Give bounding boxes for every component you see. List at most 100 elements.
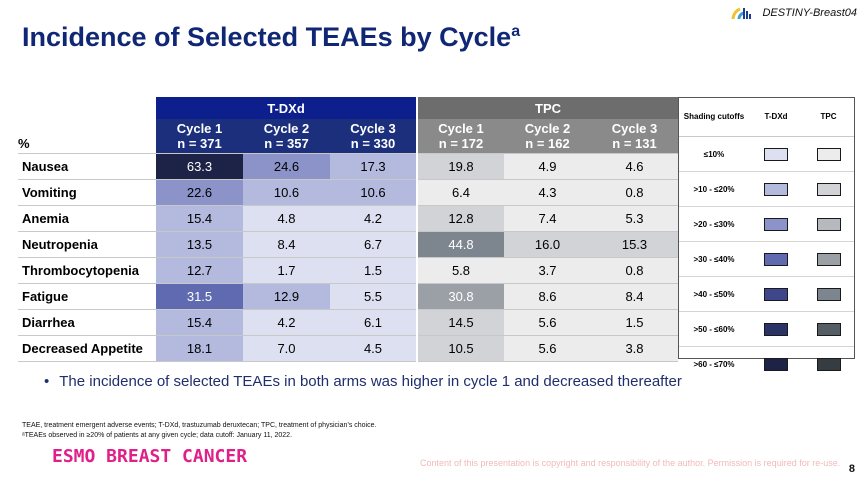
table-row: Vomiting 22.6 10.6 10.6 6.4 4.3 0.8 bbox=[18, 178, 678, 205]
legend-swatch-tdxd bbox=[764, 357, 788, 371]
value-cell: 18.1 bbox=[156, 334, 243, 362]
value-cell: 1.5 bbox=[330, 256, 417, 283]
event-name: Diarrhea bbox=[18, 308, 156, 335]
legend-row: >50 - ≤60% bbox=[679, 311, 854, 347]
value-cell: 10.6 bbox=[243, 178, 330, 205]
footnote: ᵃTEAEs observed in ≥20% of patients at a… bbox=[22, 432, 293, 439]
table-row: Diarrhea 15.4 4.2 6.1 14.5 5.6 1.5 bbox=[18, 308, 678, 335]
value-cell: 12.7 bbox=[156, 256, 243, 283]
legend-row: ≤10% bbox=[679, 136, 854, 172]
legend-row: >40 - ≤50% bbox=[679, 276, 854, 312]
brand-header: DESTINY-Breast04 bbox=[731, 4, 857, 22]
event-name: Nausea bbox=[18, 152, 156, 179]
legend-row: >10 - ≤20% bbox=[679, 171, 854, 207]
summary-bullet: • The incidence of selected TEAEs in both… bbox=[44, 373, 682, 390]
value-cell: 0.8 bbox=[591, 256, 678, 283]
event-name: Fatigue bbox=[18, 282, 156, 309]
value-cell: 44.8 bbox=[416, 230, 504, 257]
arm-header-tdxd: T-DXd bbox=[156, 97, 417, 119]
legend-header-tpc: TPC bbox=[803, 98, 854, 137]
legend-swatch-tpc bbox=[816, 287, 841, 301]
value-cell: 12.8 bbox=[416, 204, 504, 231]
event-name: Thrombocytopenia bbox=[18, 256, 156, 283]
legend-swatch-tpc bbox=[816, 217, 841, 231]
legend-swatch-tpc bbox=[816, 252, 841, 266]
legend-swatch-tpc bbox=[816, 147, 841, 161]
legend-swatch-tpc bbox=[816, 182, 841, 196]
value-cell: 8.4 bbox=[591, 282, 678, 309]
value-cell: 15.4 bbox=[156, 204, 243, 231]
footnote: TEAE, treatment emergent adverse events;… bbox=[22, 422, 377, 429]
value-cell: 6.4 bbox=[416, 178, 504, 205]
value-cell: 7.4 bbox=[504, 204, 591, 231]
event-name: Neutropenia bbox=[18, 230, 156, 257]
value-cell: 8.4 bbox=[243, 230, 330, 257]
value-cell: 8.6 bbox=[504, 282, 591, 309]
value-cell: 0.8 bbox=[591, 178, 678, 205]
arm-header-tpc: TPC bbox=[416, 97, 678, 119]
legend-swatch-tdxd bbox=[764, 322, 788, 336]
value-cell: 4.3 bbox=[504, 178, 591, 205]
legend-label: >10 - ≤20% bbox=[679, 171, 749, 207]
value-cell: 12.9 bbox=[243, 282, 330, 309]
value-cell: 22.6 bbox=[156, 178, 243, 205]
value-cell: 30.8 bbox=[416, 282, 504, 309]
table-row: Nausea 63.3 24.6 17.3 19.8 4.9 4.6 bbox=[18, 152, 678, 179]
page-number: 8 bbox=[848, 463, 855, 475]
value-cell: 4.6 bbox=[591, 152, 678, 179]
shading-legend: Shading cutoffs T-DXd TPC ≤10% >10 - ≤20%… bbox=[678, 97, 855, 371]
value-cell: 31.5 bbox=[156, 282, 243, 309]
value-cell: 5.5 bbox=[330, 282, 417, 309]
value-cell: 5.6 bbox=[504, 334, 591, 362]
event-name: Anemia bbox=[18, 204, 156, 231]
table-row: Anemia 15.4 4.8 4.2 12.8 7.4 5.3 bbox=[18, 204, 678, 231]
table-row: Decreased Appetite 18.1 7.0 4.5 10.5 5.6 3.8 bbox=[18, 334, 678, 362]
legend-row: >30 - ≤40% bbox=[679, 241, 854, 277]
value-cell: 3.7 bbox=[504, 256, 591, 283]
table-row: Thrombocytopenia 12.7 1.7 1.5 5.8 3.7 0.8 bbox=[18, 256, 678, 283]
bullet-dot-icon: • bbox=[44, 373, 50, 390]
legend-swatch-tdxd bbox=[764, 217, 788, 231]
value-cell: 6.1 bbox=[330, 308, 417, 335]
legend-label: >50 - ≤60% bbox=[679, 311, 749, 347]
value-cell: 15.3 bbox=[591, 230, 678, 257]
unit-label: % bbox=[18, 97, 156, 154]
legend-label: >30 - ≤40% bbox=[679, 241, 749, 277]
legend-swatch-tpc bbox=[816, 322, 841, 336]
event-name: Decreased Appetite bbox=[18, 334, 156, 362]
value-cell: 5.8 bbox=[416, 256, 504, 283]
event-name: Vomiting bbox=[18, 178, 156, 205]
value-cell: 1.7 bbox=[243, 256, 330, 283]
legend-swatch-tpc bbox=[816, 357, 841, 371]
page-title: Incidence of Selected TEAEs by Cyclea bbox=[22, 22, 521, 52]
value-cell: 15.4 bbox=[156, 308, 243, 335]
congress-logo: ESMO BREAST CANCER bbox=[52, 446, 248, 467]
value-cell: 3.8 bbox=[591, 334, 678, 362]
legend-label: >60 - ≤70% bbox=[693, 359, 735, 369]
footnotes: TEAE, treatment emergent adverse events;… bbox=[22, 421, 376, 441]
value-cell: 5.6 bbox=[504, 308, 591, 335]
value-cell: 14.5 bbox=[416, 308, 504, 335]
title-superscript: a bbox=[511, 23, 521, 40]
brand-name: DESTINY-Breast04 bbox=[762, 7, 857, 19]
legend-swatch-tdxd bbox=[764, 182, 788, 196]
value-cell: 7.0 bbox=[243, 334, 330, 362]
value-cell: 10.5 bbox=[416, 334, 504, 362]
value-cell: 4.9 bbox=[504, 152, 591, 179]
value-cell: 6.7 bbox=[330, 230, 417, 257]
value-cell: 4.2 bbox=[243, 308, 330, 335]
table-row: Neutropenia 13.5 8.4 6.7 44.8 16.0 15.3 bbox=[18, 230, 678, 257]
legend-row: >20 - ≤30% bbox=[679, 206, 854, 242]
value-cell: 16.0 bbox=[504, 230, 591, 257]
legend-swatch-tdxd bbox=[764, 252, 788, 266]
copyright-notice: Content of this presentation is copyrigh… bbox=[420, 458, 841, 468]
table-row: Fatigue 31.5 12.9 5.5 30.8 8.6 8.4 bbox=[18, 282, 678, 309]
value-cell: 1.5 bbox=[591, 308, 678, 335]
legend-label: >20 - ≤30% bbox=[679, 206, 749, 242]
